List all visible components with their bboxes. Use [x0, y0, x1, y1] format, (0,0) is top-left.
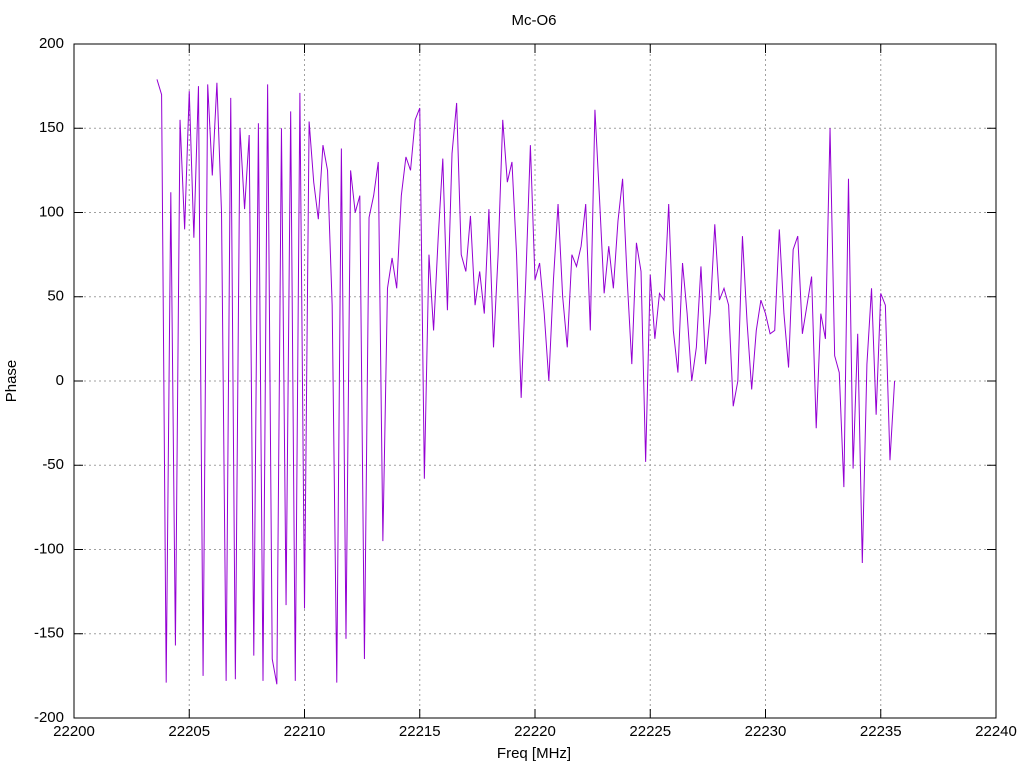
y-tick-label: 50: [47, 288, 64, 305]
x-tick-label: 22205: [168, 723, 210, 740]
y-tick-label: -150: [34, 625, 64, 642]
y-tick-label: 100: [39, 203, 64, 220]
x-tick-label: 22225: [629, 723, 671, 740]
x-tick-label: 22235: [860, 723, 902, 740]
plot-border: [73, 43, 997, 719]
x-tick-label: 22230: [745, 723, 787, 740]
y-tick-label: 150: [39, 119, 64, 136]
y-axis-label: Phase: [3, 360, 20, 403]
x-tick-label: 22220: [514, 723, 556, 740]
y-tick-label: 200: [39, 35, 64, 52]
x-tick-label: 22240: [975, 723, 1017, 740]
x-tick-label: 22215: [399, 723, 441, 740]
y-tick-label: 0: [56, 372, 64, 389]
x-tick-label: 22200: [53, 723, 95, 740]
x-tick-label: 22210: [284, 723, 326, 740]
x-axis-label: Freq [MHz]: [497, 745, 571, 762]
y-tick-label: -100: [34, 540, 64, 557]
chart-title: Mc-O6: [512, 12, 557, 29]
data-line: [156, 79, 896, 685]
y-tick-label: -200: [34, 709, 64, 726]
y-tick-label: -50: [42, 456, 64, 473]
